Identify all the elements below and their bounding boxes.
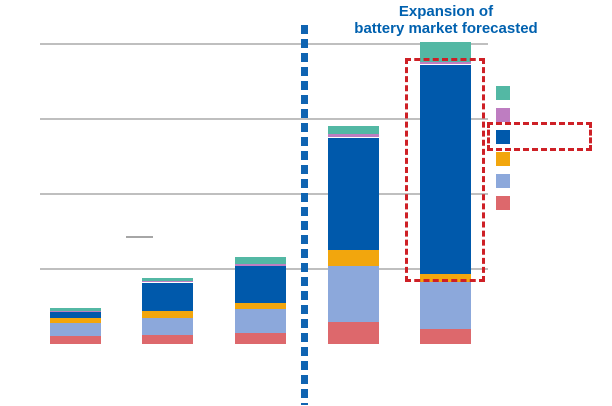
highlight-box-legend-blue — [487, 122, 592, 151]
bar-3-segment-series-pink — [235, 263, 286, 266]
bar-4-segment-series-lightblue — [328, 265, 379, 322]
bar-1-segment-series-lightblue — [50, 322, 101, 336]
chart-annotation-title-line1: Expansion of — [398, 3, 494, 20]
bar-3-segment-series-green — [235, 257, 286, 264]
bar-3-segment-series-lightblue — [235, 309, 286, 333]
bar-3-segment-series-orange — [235, 302, 286, 309]
gridline-3 — [40, 193, 488, 195]
bar-4-segment-series-pink — [328, 134, 379, 138]
legend-swatch-series-lightblue — [496, 174, 510, 188]
bar-2-segment-series-pink — [142, 280, 193, 283]
chart-annotation-title-line2: battery market forecasted — [354, 20, 538, 37]
bar-2-segment-series-orange — [142, 311, 193, 318]
bar-5-segment-series-lightblue — [420, 282, 471, 329]
bar-2-segment-series-green — [142, 277, 193, 281]
bar-4-segment-series-red — [328, 322, 379, 344]
legend-swatch-series-pink — [496, 108, 510, 122]
bar-1-segment-series-red — [50, 336, 101, 344]
bar-5-segment-series-pink — [420, 61, 471, 65]
bar-2-segment-series-red — [142, 335, 193, 344]
bar-1-segment-series-green — [50, 308, 101, 312]
gridline-1 — [40, 43, 488, 45]
gridline-2 — [40, 118, 488, 120]
bar-2-segment-series-lightblue — [142, 317, 193, 335]
legend-swatch-series-green — [496, 86, 510, 100]
bar-3-segment-series-red — [235, 333, 286, 344]
bar-5-segment-series-orange — [420, 273, 471, 282]
forecast-divider-dashed-line — [301, 25, 308, 405]
bar-5-segment-series-red — [420, 328, 471, 344]
bar-3-segment-series-blue — [235, 265, 286, 303]
bar-5-segment-series-blue — [420, 64, 471, 274]
legend-swatch-series-blue — [496, 130, 510, 144]
bar-4-segment-series-green — [328, 125, 379, 135]
bar-1-segment-series-blue — [50, 312, 101, 318]
bar-4-segment-series-orange — [328, 249, 379, 266]
bar-1-segment-series-orange — [50, 318, 101, 323]
legend-swatch-series-red — [496, 196, 510, 210]
bar-2-segment-series-blue — [142, 282, 193, 311]
bar-5-segment-series-green — [420, 41, 471, 62]
highlight-box-forecast-bar — [405, 58, 485, 282]
legend-swatch-series-orange — [496, 152, 510, 166]
chart-annotation-title: Expansion of battery market forecasted — [348, 3, 544, 37]
bar-1-segment-series-pink — [50, 311, 101, 312]
bar-4-segment-series-blue — [328, 137, 379, 250]
gray-dash-marker — [126, 236, 153, 238]
